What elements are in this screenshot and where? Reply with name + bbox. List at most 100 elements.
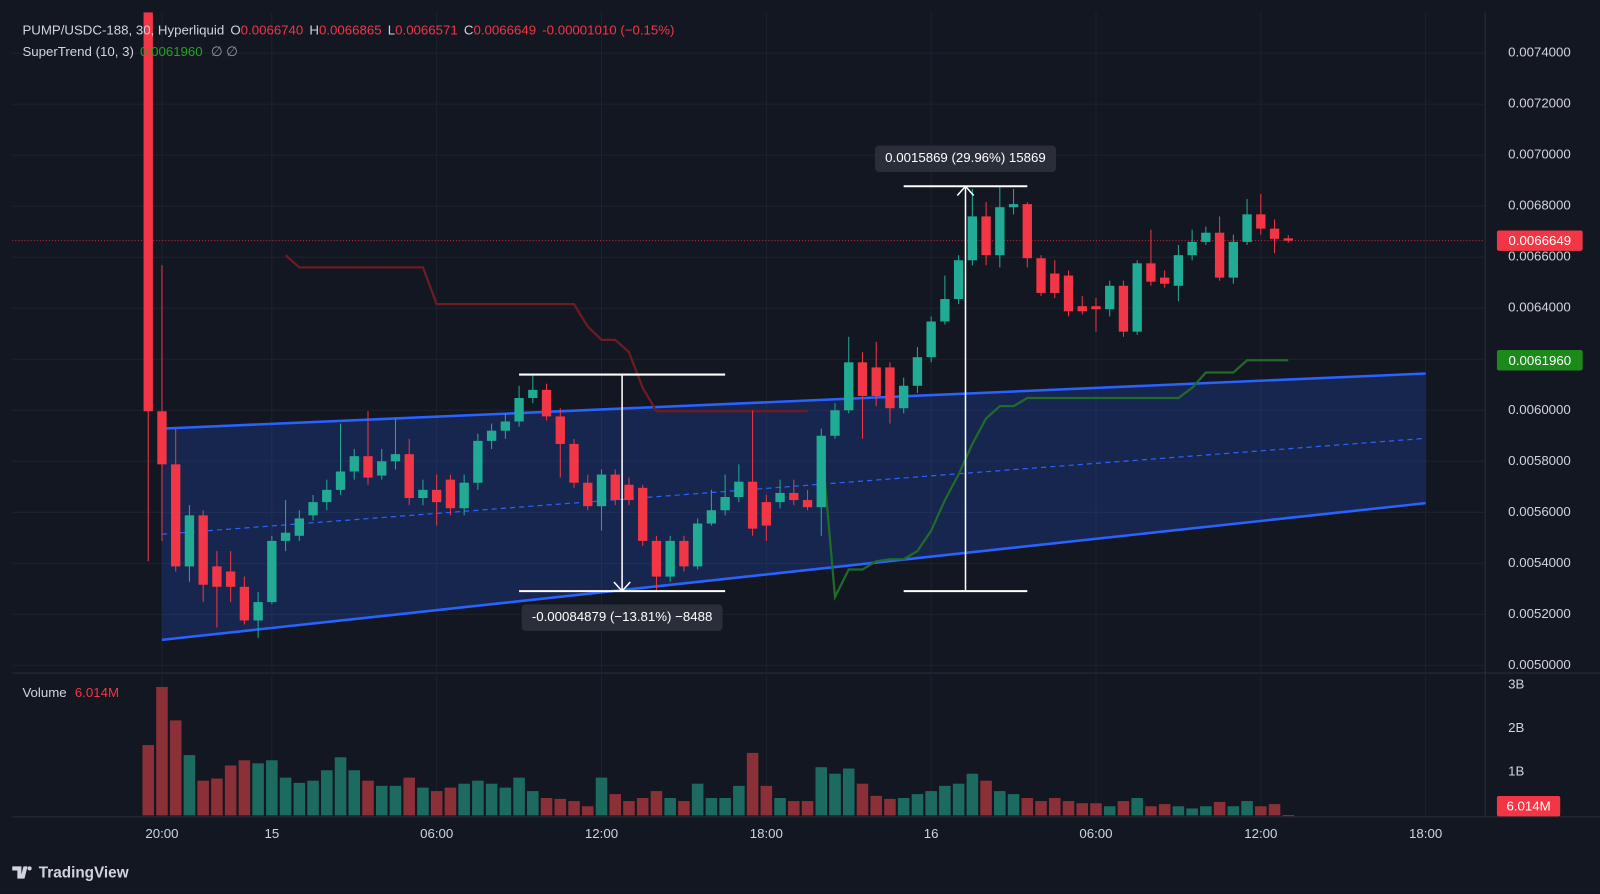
candle-body: [171, 464, 181, 567]
x-tick-label: 18:00: [1409, 826, 1442, 841]
candle-body: [953, 260, 964, 300]
candle-body: [899, 385, 909, 409]
volume-bar: [430, 791, 443, 816]
candle-body: [404, 454, 414, 499]
candle-body: [157, 411, 167, 465]
volume-bar: [1145, 806, 1157, 816]
volume-bar: [581, 806, 594, 816]
legend-item: Volume: [22, 684, 66, 699]
volume-bar: [375, 785, 388, 816]
last-price-tag-bg: [1496, 230, 1583, 251]
volume-bar: [156, 686, 168, 816]
candle-body: [912, 357, 923, 386]
legend-item: SuperTrend (10, 3): [22, 44, 133, 59]
candle-body: [280, 532, 291, 541]
candle-body: [1242, 214, 1252, 242]
legend-item: -0.00001010 (−0.15%): [542, 22, 674, 37]
volume-bar: [925, 791, 937, 816]
candle-body: [294, 518, 304, 536]
x-tick-label: 12:00: [585, 826, 618, 841]
candle-body: [1283, 238, 1293, 241]
candle-body: [761, 502, 771, 526]
y-tick-label: 0.0052000: [1508, 606, 1571, 621]
supertrend-tag: 0.0061960: [1508, 353, 1571, 368]
volume-tag: 6.014M: [1506, 799, 1550, 814]
candle-body: [500, 421, 511, 431]
candle-body: [1050, 273, 1060, 293]
volume-bar: [746, 752, 759, 816]
volume-bar: [362, 780, 374, 816]
y-tick-label: 0.0070000: [1508, 147, 1571, 162]
supertrend-tag-bg: [1496, 350, 1583, 371]
volume-bar: [664, 798, 676, 816]
candle-body: [225, 571, 236, 587]
candle-body: [706, 510, 717, 524]
candle-body: [267, 540, 277, 603]
volume-bar: [1131, 798, 1143, 816]
x-tick-label: 20:00: [145, 826, 178, 841]
volume-bar: [650, 791, 663, 816]
logo-dot: [27, 866, 32, 871]
channel-upper: [161, 372, 1426, 430]
supertrend-line: [820, 359, 1289, 602]
volume-bar: [1007, 794, 1020, 816]
candle-body: [363, 456, 373, 478]
candle-body: [1256, 214, 1266, 229]
volume-bar: [1035, 801, 1047, 816]
candle-body: [679, 540, 689, 567]
volume-bar: [788, 801, 800, 816]
candle-body: [486, 430, 497, 441]
candle-body: [528, 389, 538, 399]
candle-body: [1118, 285, 1129, 332]
volume-bar: [609, 794, 622, 816]
volume-bar: [636, 798, 649, 816]
volume-bar: [444, 787, 457, 816]
y-tick-label: 0.0056000: [1508, 504, 1571, 519]
volume-bar: [197, 780, 209, 816]
volume-bar: [513, 777, 525, 816]
volume-bar: [856, 783, 869, 816]
volume-bar: [266, 760, 278, 816]
volume-bar: [485, 783, 498, 816]
candle-body: [1173, 255, 1184, 286]
grid: [12, 12, 1485, 817]
candle-body: [734, 481, 744, 497]
candle-body: [569, 443, 579, 483]
legend-item: L: [388, 22, 395, 37]
legend-item: 0.0066865: [319, 22, 382, 37]
volume-tick-label: 3B: [1508, 677, 1524, 692]
volume-bar: [994, 791, 1006, 816]
legend-item: PUMP/USDC-188, 30, Hyperliquid: [22, 22, 224, 37]
legend-item: 0.0066571: [395, 22, 458, 37]
volume-bar: [952, 783, 965, 816]
volume-bar: [1241, 801, 1253, 816]
volume-bar: [252, 763, 264, 816]
volume-bar: [1158, 804, 1171, 816]
legend-item: 6.014M: [75, 684, 119, 699]
overlay: 20:00 15 06:00 12:00 18:00 16 06:00 12:00 18:00 0…: [22, 22, 1583, 841]
candle-body: [1091, 306, 1101, 310]
volume-bar: [1021, 798, 1034, 816]
x-tick-label: 12:00: [1244, 826, 1277, 841]
candle-body: [747, 481, 758, 529]
volume-tag-bg: [1496, 795, 1561, 817]
volume-bar: [966, 773, 979, 816]
candle-body: [651, 540, 662, 577]
legend-item: C: [464, 22, 474, 37]
volume-bar: [389, 785, 402, 816]
candle-body: [665, 540, 675, 577]
candle-body: [349, 456, 359, 472]
volume-bar: [870, 795, 882, 816]
candle-body: [432, 489, 442, 503]
supertrend-line: [284, 254, 808, 413]
last-price-tag: 0.0066649: [1508, 233, 1571, 248]
measure-arrowhead: [956, 185, 975, 196]
legend: PUMP/USDC-188, 30, Hyperliquid O0.0066740…: [22, 22, 674, 37]
volume-bar: [279, 777, 292, 816]
volume-bar: [142, 745, 154, 816]
volume-bar: [760, 785, 773, 816]
candle-body: [638, 487, 648, 541]
candle-body: [610, 474, 620, 501]
candle-body: [377, 461, 387, 476]
candle-body: [253, 602, 263, 621]
